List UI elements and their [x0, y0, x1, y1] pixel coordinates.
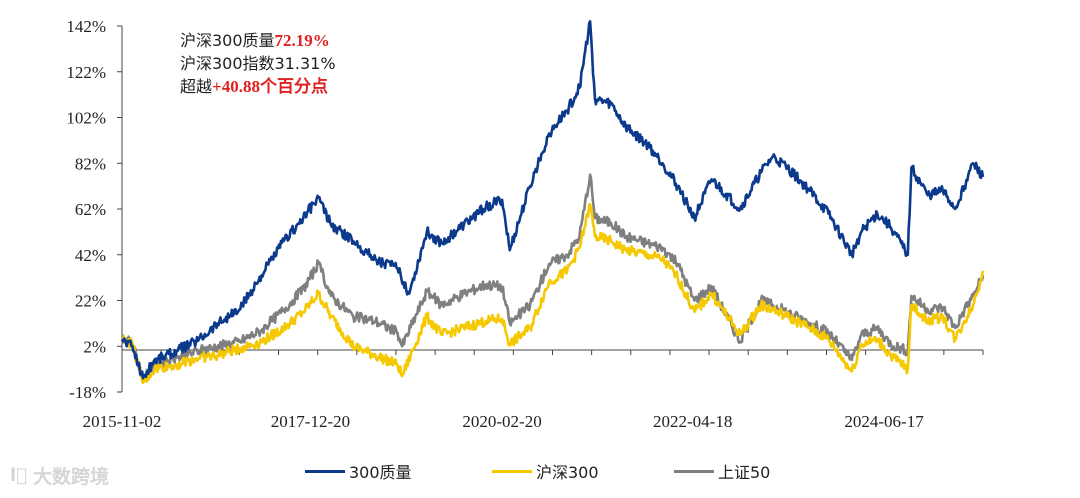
- watermark-logo-icon: l⃝: [10, 465, 27, 486]
- x-tick-label: 2015-11-02: [83, 412, 162, 431]
- y-tick-label: 62%: [75, 200, 106, 219]
- x-tick-label: 2024-06-17: [844, 412, 924, 431]
- legend-swatch: [674, 469, 714, 473]
- legend-label: 沪深300: [536, 463, 599, 482]
- y-axis: -18% 2% 22% 42% 62% 82% 102% 122% 142%: [66, 17, 123, 402]
- legend-item-csi300: 沪深300: [492, 458, 599, 484]
- legend-swatch: [492, 469, 532, 473]
- annotation-value: +40.88个百分点: [212, 77, 328, 96]
- annotation-line-3: 超越+40.88个百分点: [180, 76, 328, 98]
- annotation-value: 72.19%: [274, 31, 330, 50]
- series-line-300-quality: [120, 20, 985, 380]
- legend-label: 上证50: [718, 463, 771, 482]
- y-tick-label: 102%: [66, 109, 106, 128]
- y-tick-label: -18%: [69, 383, 106, 402]
- y-tick-label: 142%: [66, 17, 106, 36]
- y-tick-label: 122%: [66, 63, 106, 82]
- x-axis: 2015-11-02 2017-12-20 2020-02-20 2022-04-18…: [83, 349, 984, 431]
- y-tick-label: 22%: [75, 292, 106, 311]
- annotation-line-2: 沪深300指数31.31%: [180, 54, 336, 73]
- x-tick-label: 2017-12-20: [271, 412, 350, 431]
- annotation-line-1: 沪深300质量72.19%: [180, 30, 330, 52]
- annotation-label: 沪深300质量: [180, 31, 275, 50]
- legend-swatch: [305, 469, 345, 473]
- series-line-sse50: [120, 173, 985, 382]
- series-line-csi300: [121, 203, 985, 385]
- series-layer: [120, 20, 985, 385]
- y-tick-label: 82%: [75, 154, 106, 173]
- legend-item-300-quality: 300质量: [305, 458, 412, 484]
- y-tick-label: 42%: [75, 246, 106, 265]
- watermark: l⃝ 大数跨境: [10, 462, 109, 489]
- y-tick-label: 2%: [83, 337, 106, 356]
- legend-item-sse50: 上证50: [674, 458, 770, 484]
- legend-label: 300质量: [349, 463, 412, 482]
- annotation-label: 超越: [180, 77, 213, 96]
- x-tick-label: 2022-04-18: [653, 412, 732, 431]
- watermark-text: 大数跨境: [32, 466, 109, 488]
- x-tick-label: 2020-02-20: [462, 412, 541, 431]
